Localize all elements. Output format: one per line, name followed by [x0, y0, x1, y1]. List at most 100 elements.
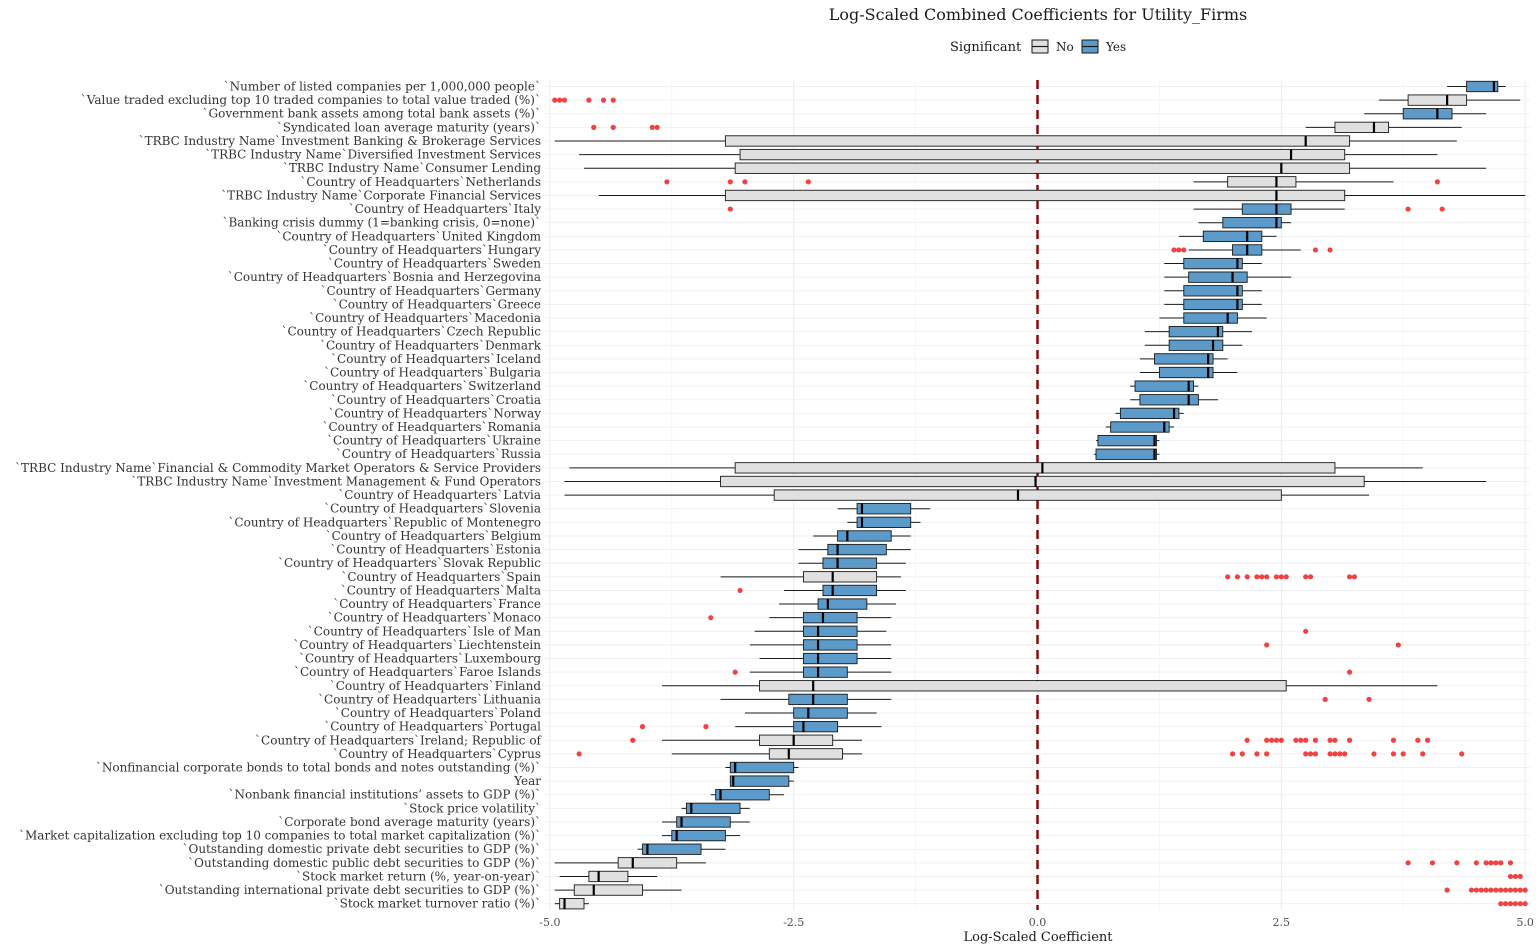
box-iqr: [1134, 380, 1194, 392]
box-58: [559, 870, 1523, 883]
y-tick-label: `Banking crisis dummy (1=banking crisis,…: [222, 216, 541, 230]
y-tick-label: `TRBC Industry Name`Consumer Lending: [283, 161, 542, 175]
y-tick-label: `Country of Headquarters`Luxembourg: [299, 652, 541, 666]
outlier-point: [1503, 887, 1509, 893]
outlier-point: [1507, 901, 1514, 907]
y-tick-label: `TRBC Industry Name`Corporate Financial …: [221, 188, 541, 202]
outlier-point: [1312, 751, 1319, 757]
y-tick-label: `Country of Headquarters`Latvia: [338, 488, 541, 502]
box-27: [1094, 448, 1160, 460]
y-tick-label: `Country of Headquarters`Monaco: [328, 611, 541, 625]
box-44: [662, 680, 1438, 692]
box-iqr: [617, 857, 678, 869]
outlier-point: [1171, 247, 1177, 253]
box-iqr: [793, 720, 839, 733]
box-0: [1447, 80, 1506, 93]
outlier-point: [1498, 901, 1504, 907]
outlier-point: [1424, 737, 1431, 743]
y-tick-label: `Country of Headquarters`Romania: [322, 420, 541, 434]
box-iqr: [1154, 353, 1214, 365]
box-45: [720, 693, 1372, 706]
box-23: [1130, 394, 1218, 406]
box-50: [725, 761, 799, 774]
outlier-point: [1332, 737, 1338, 743]
x-tick-label: 5.0: [1516, 916, 1534, 929]
y-tick-label: `Country of Headquarters`Finland: [330, 679, 542, 693]
outlier-point: [1239, 751, 1245, 757]
box-iqr: [817, 598, 868, 610]
outlier-point: [737, 587, 743, 594]
outlier-point: [742, 179, 748, 185]
box-40: [754, 625, 1309, 637]
box-42: [759, 652, 892, 665]
outlier-point: [1264, 574, 1270, 580]
y-tick-label: `Country of Headquarters`Netherlands: [300, 175, 541, 189]
y-tick-label: `Country of Headquarters`United Kingdom: [276, 229, 541, 243]
outlier-point: [610, 124, 616, 130]
box-iqr: [822, 584, 878, 597]
outlier-point: [1346, 574, 1353, 580]
box-20: [1139, 353, 1228, 365]
box-iqr: [1241, 203, 1292, 215]
outlier-point: [1312, 737, 1319, 743]
box-6: [584, 162, 1487, 174]
y-tick-label: `Outstanding international private debt …: [159, 883, 541, 897]
box-47: [639, 720, 882, 733]
outlier-point: [1459, 751, 1465, 757]
box-iqr: [1466, 80, 1499, 93]
outlier-point: [610, 97, 616, 103]
y-tick-label: `Nonfinancial corporate bonds to total b…: [96, 761, 541, 775]
outlier-point: [1254, 574, 1260, 580]
outlier-point: [1307, 574, 1314, 580]
x-axis-title: Log-Scaled Coefficient: [963, 930, 1113, 945]
box-59: [554, 884, 1528, 896]
box-iqr: [1183, 312, 1238, 324]
outlier-point: [1254, 751, 1260, 757]
box-iqr: [720, 475, 1365, 488]
box-iqr: [676, 816, 731, 828]
box-iqr: [671, 829, 726, 842]
legend-label-no: No: [1056, 40, 1074, 54]
outlier-point: [1473, 860, 1479, 866]
y-tick-label: `Stock price volatility`: [403, 801, 541, 815]
outlier-point: [1400, 751, 1406, 757]
outlier-point: [1405, 860, 1411, 866]
legend: Significant No Yes: [950, 39, 1126, 55]
outlier-point: [1342, 751, 1348, 757]
box-iqr: [734, 162, 1351, 174]
box-57: [554, 857, 1514, 869]
outlier-point: [1444, 887, 1450, 893]
box-11: [1178, 230, 1277, 242]
outlier-point: [1273, 737, 1280, 743]
outlier-point: [639, 724, 646, 730]
box-46: [744, 707, 877, 719]
x-tick-label: 0.0: [1029, 916, 1047, 929]
outlier-point: [576, 751, 582, 757]
outlier-point: [1439, 206, 1445, 212]
box-13: [1164, 257, 1262, 270]
box-iqr: [759, 680, 1287, 692]
outlier-point: [1507, 887, 1514, 893]
box-iqr: [685, 802, 741, 815]
outlier-point: [1498, 860, 1504, 866]
outlier-point: [1517, 901, 1523, 907]
y-tick-label: `Country of Headquarters`Cyprus: [333, 747, 541, 761]
box-iqr: [642, 843, 702, 855]
y-tick-label: `Syndicated loan average maturity (years…: [277, 120, 541, 134]
box-18: [1144, 326, 1253, 338]
box-iqr: [1334, 121, 1390, 134]
outlier-point: [1522, 887, 1528, 893]
x-tick-label: -5.0: [539, 916, 560, 929]
outlier-point: [1234, 574, 1241, 580]
box-iqr: [822, 557, 878, 569]
outlier-point: [1303, 737, 1309, 743]
y-tick-label: `Country of Headquarters`Greece: [333, 297, 541, 311]
y-tick-label: `Corporate bond average maturity (years)…: [278, 815, 541, 829]
y-tick-label: `Country of Headquarters`Liechtenstein: [293, 638, 541, 652]
y-tick-label: `TRBC Industry Name`Investment Managemen…: [131, 474, 541, 488]
box-12: [1171, 244, 1333, 256]
outlier-point: [664, 179, 670, 185]
box-14: [1164, 271, 1292, 283]
outlier-point: [703, 724, 709, 730]
box-iqr: [802, 625, 858, 637]
